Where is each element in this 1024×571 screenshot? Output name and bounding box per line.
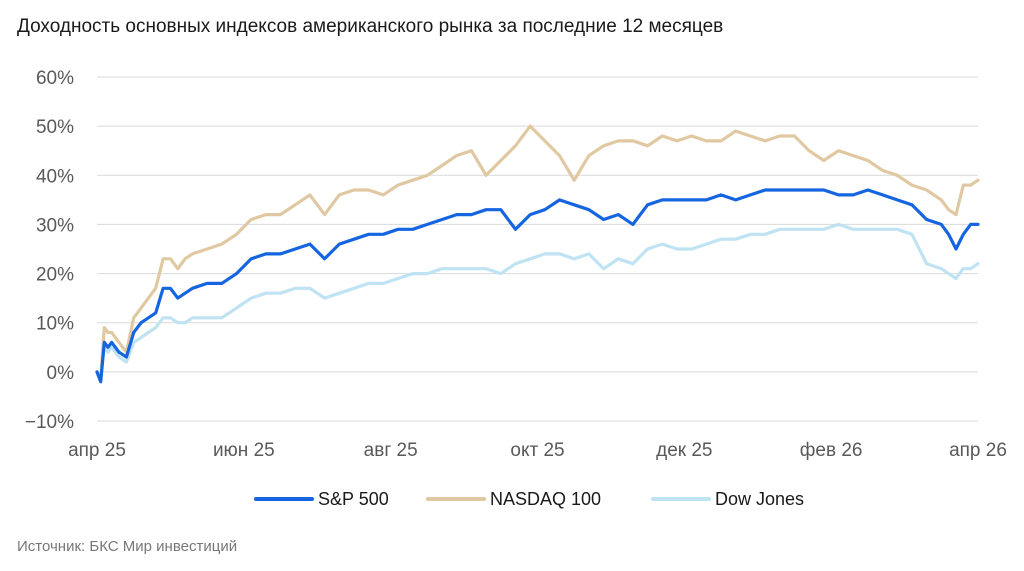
- y-tick-label: 0%: [47, 363, 75, 384]
- y-tick-label: 40%: [36, 166, 74, 187]
- series-line-s-p-500: [95, 188, 980, 384]
- y-tick-label: 10%: [36, 314, 74, 335]
- grid-lines: [97, 76, 978, 422]
- y-tick-label: −10%: [25, 412, 74, 433]
- legend-item: Dow Jones: [651, 489, 804, 509]
- legend: S&P 500 NASDAQ 100 Dow Jones: [254, 489, 804, 509]
- x-axis-tick-labels: апр 25 июн 25 авг 25 окт 25 дек 25 фев 26 апр …: [68, 440, 1007, 461]
- x-tick-label: окт 25: [510, 440, 564, 461]
- x-tick-label: июн 25: [213, 440, 275, 461]
- x-tick-label: апр 25: [68, 440, 126, 461]
- series-lines: [95, 124, 980, 384]
- source-note: Источник: БКС Мир инвестиций: [17, 538, 238, 555]
- series-line-dow-jones: [95, 222, 980, 379]
- legend-label: Dow Jones: [715, 489, 804, 509]
- chart-title: Доходность основных индексов американско…: [17, 16, 724, 37]
- y-axis-tick-labels: −10% 0% 10% 20% 30% 40% 50% 60%: [25, 68, 74, 433]
- legend-item: S&P 500: [254, 489, 389, 509]
- x-tick-label: фев 26: [800, 440, 863, 461]
- series-line-nasdaq-100: [95, 124, 980, 379]
- legend-label: NASDAQ 100: [490, 489, 601, 509]
- y-tick-label: 30%: [36, 215, 74, 236]
- x-tick-label: авг 25: [364, 440, 418, 461]
- legend-item: NASDAQ 100: [426, 489, 601, 509]
- legend-label: S&P 500: [318, 489, 389, 509]
- x-tick-label: апр 26: [949, 440, 1007, 461]
- x-tick-label: дек 25: [656, 440, 712, 461]
- y-tick-label: 60%: [36, 68, 74, 89]
- y-tick-label: 20%: [36, 265, 74, 286]
- y-tick-label: 50%: [36, 117, 74, 138]
